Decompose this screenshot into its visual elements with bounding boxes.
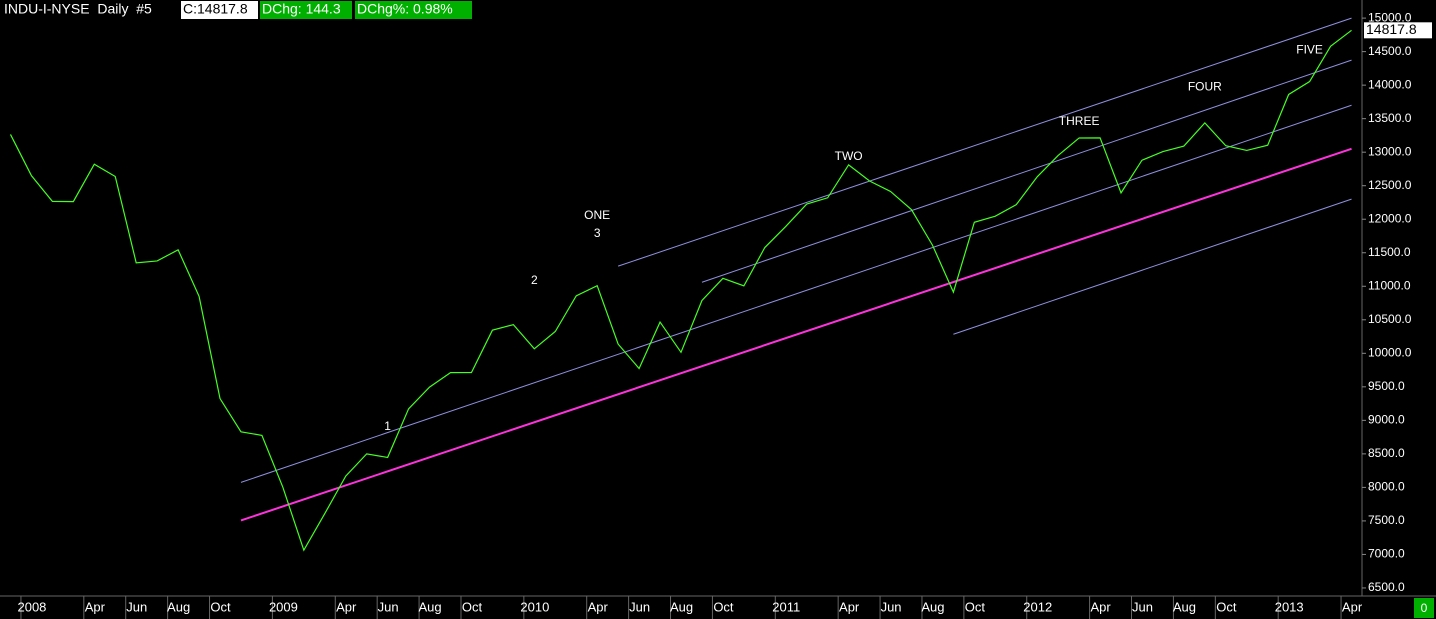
x-tick-label: Aug [167, 599, 190, 614]
y-tick-label: 15000.0 [1368, 10, 1412, 24]
x-tick-label: Oct [210, 599, 231, 614]
annotation: 2 [531, 273, 538, 287]
trendline [617, 17, 1352, 267]
y-tick-label: 10000.0 [1368, 345, 1412, 359]
corner-box [1414, 598, 1434, 618]
x-tick-label: Jun [378, 599, 399, 614]
corner-value: 0 [1421, 601, 1428, 615]
change: DChg: 144.3 [262, 1, 341, 17]
x-tick-label: Oct [965, 599, 986, 614]
last-price-box [1364, 22, 1432, 39]
x-tick-label: Aug [921, 599, 944, 614]
y-tick-label: 14500.0 [1368, 44, 1412, 58]
x-tick-label: Jun [126, 599, 147, 614]
last-price: 14817.8 [1366, 21, 1417, 37]
y-tick-label: 9000.0 [1368, 413, 1405, 427]
y-tick-label: 7000.0 [1368, 547, 1405, 561]
x-tick-label: Apr [1342, 599, 1363, 614]
x-tick-label: Apr [1090, 599, 1111, 614]
trendline [953, 198, 1352, 335]
y-tick-label: 12000.0 [1368, 211, 1412, 225]
trendline [701, 59, 1352, 283]
annotation: FOUR [1188, 79, 1222, 93]
x-tick-label: Apr [336, 599, 357, 614]
x-tick-label: Oct [713, 599, 734, 614]
symbol: INDU-I-NYSE Daily #5 [4, 1, 152, 17]
x-tick-label: Oct [462, 599, 483, 614]
change-box [260, 1, 352, 19]
price-line [9, 29, 1352, 552]
x-tick-label: 2013 [1275, 599, 1304, 614]
x-tick-label: Apr [85, 599, 106, 614]
x-tick-label: 2010 [520, 599, 549, 614]
y-tick-label: 12500.0 [1368, 178, 1412, 192]
annotation: FIVE [1296, 42, 1323, 56]
y-tick-label: 9500.0 [1368, 379, 1405, 393]
y-tick-label: 7500.0 [1368, 513, 1405, 527]
y-tick-label: 11500.0 [1368, 245, 1411, 259]
close: C:14817.8 [183, 1, 248, 17]
y-tick-label: 8500.0 [1368, 446, 1405, 460]
x-tick-label: Aug [670, 599, 693, 614]
annotation: THREE [1059, 114, 1100, 128]
trendline [240, 104, 1352, 483]
change-pct-box [355, 1, 472, 19]
x-tick-label: Aug [1173, 599, 1196, 614]
x-tick-label: Aug [419, 599, 442, 614]
x-tick-label: 2012 [1023, 599, 1052, 614]
y-tick-label: 6500.0 [1368, 580, 1405, 594]
change-pct: DChg%: 0.98% [357, 1, 453, 17]
x-tick-label: Jun [881, 599, 902, 614]
y-tick-label: 13500.0 [1368, 111, 1412, 125]
y-tick-label: 14000.0 [1368, 77, 1412, 91]
annotation: TWO [835, 149, 863, 163]
x-tick-label: 2008 [17, 599, 46, 614]
y-tick-label: 10500.0 [1368, 312, 1412, 326]
y-tick-label: 13000.0 [1368, 144, 1412, 158]
x-tick-label: Jun [1132, 599, 1153, 614]
close-box [181, 1, 258, 19]
x-tick-label: Jun [629, 599, 650, 614]
y-tick-label: 8000.0 [1368, 480, 1405, 494]
x-tick-label: Apr [839, 599, 860, 614]
x-tick-label: 2009 [269, 599, 298, 614]
x-tick-label: Apr [588, 599, 609, 614]
y-tick-label: 11000.0 [1368, 278, 1411, 292]
x-tick-label: Oct [1216, 599, 1237, 614]
annotation: 3 [594, 226, 601, 240]
annotation: ONE [584, 208, 610, 222]
x-tick-label: 2011 [772, 599, 800, 614]
trendline [240, 147, 1352, 522]
annotation: 1 [384, 419, 391, 433]
